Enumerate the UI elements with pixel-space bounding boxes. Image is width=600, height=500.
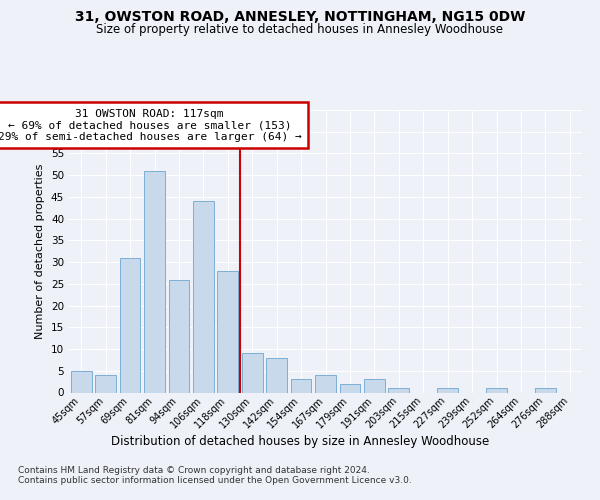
Bar — [290, 380, 311, 392]
Bar — [217, 271, 238, 392]
Bar — [340, 384, 361, 392]
Bar — [388, 388, 409, 392]
Bar — [364, 380, 385, 392]
Bar — [315, 375, 336, 392]
Y-axis label: Number of detached properties: Number of detached properties — [35, 164, 46, 339]
Bar — [71, 371, 92, 392]
Text: Distribution of detached houses by size in Annesley Woodhouse: Distribution of detached houses by size … — [111, 435, 489, 448]
Text: 31, OWSTON ROAD, ANNESLEY, NOTTINGHAM, NG15 0DW: 31, OWSTON ROAD, ANNESLEY, NOTTINGHAM, N… — [75, 10, 525, 24]
Bar — [119, 258, 140, 392]
Text: 31 OWSTON ROAD: 117sqm
← 69% of detached houses are smaller (153)
29% of semi-de: 31 OWSTON ROAD: 117sqm ← 69% of detached… — [0, 108, 301, 142]
Bar — [169, 280, 190, 392]
Bar — [144, 171, 165, 392]
Text: Contains HM Land Registry data © Crown copyright and database right 2024.
Contai: Contains HM Land Registry data © Crown c… — [18, 466, 412, 485]
Bar — [437, 388, 458, 392]
Bar — [95, 375, 116, 392]
Bar — [193, 202, 214, 392]
Text: Size of property relative to detached houses in Annesley Woodhouse: Size of property relative to detached ho… — [97, 22, 503, 36]
Bar — [535, 388, 556, 392]
Bar — [486, 388, 507, 392]
Bar — [242, 354, 263, 393]
Bar — [266, 358, 287, 392]
